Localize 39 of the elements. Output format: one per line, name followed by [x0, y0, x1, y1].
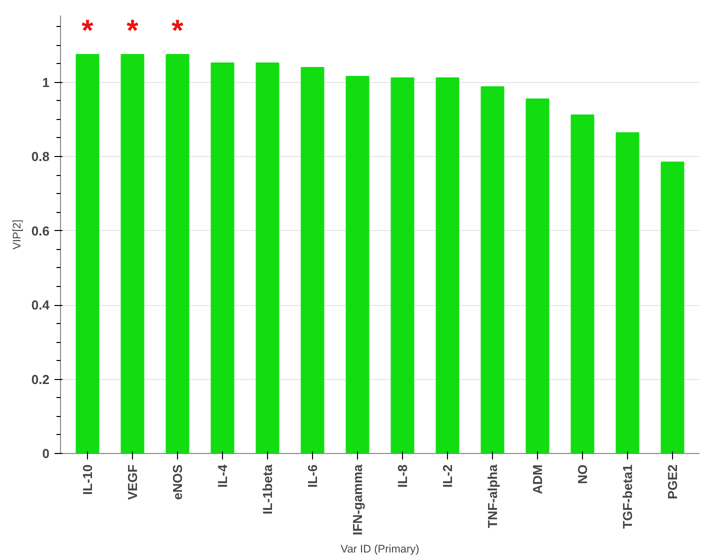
- x-tick-label: ADM: [530, 464, 545, 494]
- x-tick-label: PGE2: [665, 464, 680, 500]
- bar: [390, 77, 414, 454]
- x-tick-label: IL-2: [440, 464, 455, 488]
- bar: [76, 54, 100, 454]
- y-axis-title: VIP[2]: [11, 220, 24, 250]
- bar: [256, 62, 280, 454]
- y-tick-label: 0.2: [31, 372, 50, 387]
- x-tick-label: TNF-alpha: [485, 464, 500, 528]
- x-tick-label: IL-6: [305, 464, 320, 488]
- bar: [480, 86, 504, 454]
- bar: [166, 54, 190, 454]
- x-tick-label: eNOS: [170, 464, 185, 500]
- x-tick-label: IL-1beta: [260, 464, 275, 514]
- bar: [570, 114, 594, 454]
- x-tick-label: IL-4: [215, 464, 230, 488]
- bar: [210, 62, 234, 454]
- annotation: *: [172, 14, 184, 48]
- x-tick-label: IL-10: [80, 464, 95, 495]
- bar: [660, 162, 684, 454]
- y-tick-label: 1: [42, 74, 50, 90]
- bar: [346, 76, 370, 454]
- y-tick-label: 0.8: [31, 149, 50, 164]
- bar: [616, 132, 640, 454]
- x-axis-title: Var ID (Primary): [340, 543, 420, 556]
- x-tick-label: IFN-gamma: [350, 464, 365, 536]
- x-tick-label: IL-8: [395, 464, 410, 488]
- bar: [436, 77, 460, 454]
- x-tick-label: VEGF: [125, 464, 140, 500]
- bar: [526, 98, 550, 454]
- bar: [120, 54, 144, 454]
- y-tick-label: 0.6: [31, 223, 50, 238]
- annotation: *: [82, 14, 94, 48]
- x-tick-label: TGF-beta1: [620, 464, 635, 529]
- y-tick-label: 0: [42, 446, 50, 461]
- annotation: *: [126, 14, 139, 48]
- x-tick-label: NO: [575, 464, 590, 484]
- y-tick-label: 0.4: [31, 298, 50, 313]
- bar: [300, 66, 324, 454]
